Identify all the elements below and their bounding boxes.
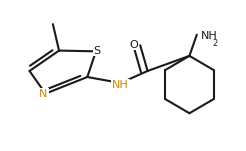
Text: NH: NH [112,80,129,90]
Text: 2: 2 [213,39,218,48]
Text: S: S [94,46,101,56]
Text: N: N [39,89,48,99]
Text: O: O [130,40,138,50]
Text: NH: NH [200,31,217,41]
